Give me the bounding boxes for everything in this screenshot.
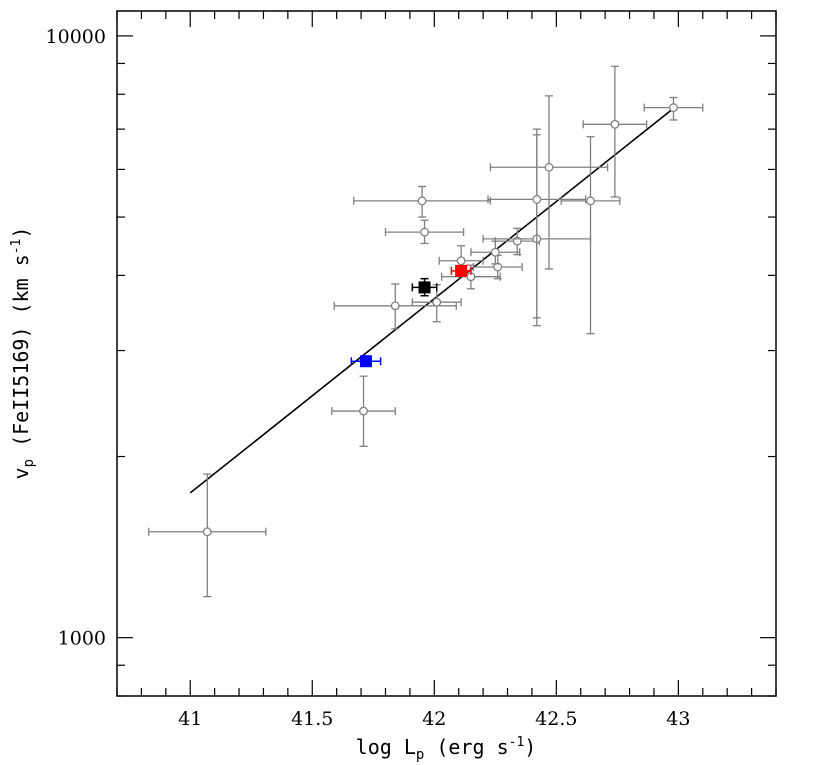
plot-frame — [116, 10, 777, 697]
x-tick-label: 41.5 — [291, 708, 333, 730]
point-marker — [610, 119, 620, 129]
x-tick-label: 42 — [422, 708, 446, 730]
data-point — [494, 227, 540, 256]
point-marker — [586, 196, 595, 206]
point-marker — [544, 162, 554, 172]
x-tick-labels: 41 41.5 42 42.5 43 — [178, 708, 690, 730]
data-point — [487, 128, 587, 319]
data-point — [411, 284, 462, 323]
data-point — [450, 264, 472, 277]
point-marker — [359, 355, 372, 368]
point-marker — [359, 406, 368, 416]
y-tick-labels: 1000 10000 — [46, 26, 106, 650]
x-tick-label: 43 — [666, 708, 690, 730]
data-point — [353, 185, 492, 218]
y-tick-label: 10000 — [46, 26, 106, 48]
data-point — [582, 65, 648, 198]
data-point — [489, 95, 609, 270]
data-point — [384, 219, 465, 245]
data-point — [560, 136, 621, 335]
data-point — [148, 473, 267, 598]
point-marker — [418, 281, 431, 294]
axis-ticks — [116, 11, 777, 697]
point-marker — [490, 247, 500, 257]
point-marker — [432, 297, 442, 307]
data-points — [148, 65, 704, 598]
point-marker — [455, 264, 468, 277]
point-marker — [202, 527, 212, 537]
data-point — [472, 254, 523, 280]
data-point — [643, 96, 704, 121]
data-point — [331, 375, 396, 447]
x-tick-label: 42.5 — [535, 708, 577, 730]
y-tick-label: 1000 — [58, 628, 106, 650]
point-marker — [420, 227, 429, 237]
point-marker — [669, 103, 678, 113]
point-marker — [493, 262, 503, 272]
point-marker — [417, 196, 427, 206]
point-marker — [390, 301, 400, 311]
x-tick-label: 41 — [178, 708, 202, 730]
data-point — [350, 355, 382, 368]
y-axis-title: vp (FeII5169) (km s-1) — [9, 227, 37, 480]
point-marker — [456, 256, 466, 266]
x-axis-title: log Lp (erg s-1) — [356, 735, 537, 763]
data-point — [411, 277, 438, 297]
fit-line — [189, 107, 674, 494]
point-marker — [532, 194, 542, 204]
